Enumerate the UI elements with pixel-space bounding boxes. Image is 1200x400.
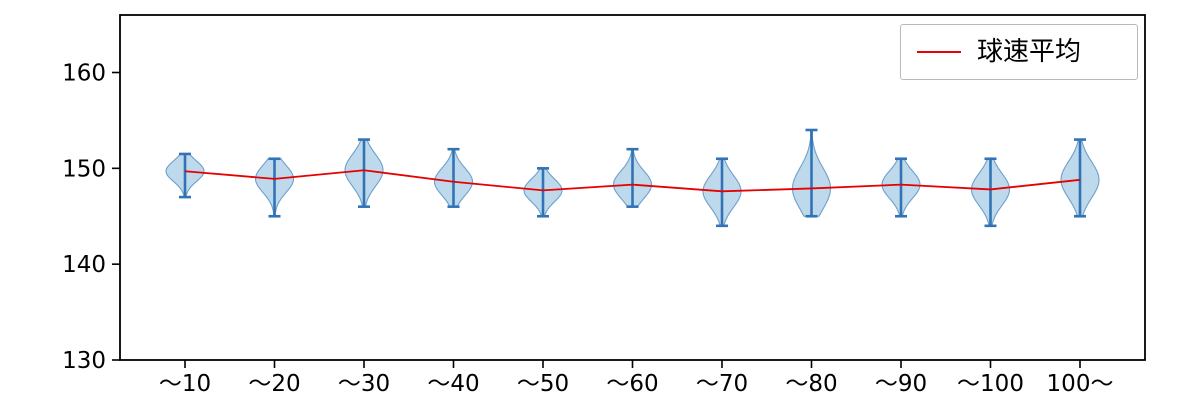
x-tick-label: 〜10 [159, 371, 211, 397]
legend-mean-line-sample [917, 51, 961, 53]
x-tick-label: 〜20 [248, 371, 300, 397]
x-tick-label: 〜100 [957, 371, 1024, 397]
y-tick-label: 160 [62, 61, 106, 87]
y-tick-label: 140 [62, 252, 106, 278]
x-tick-label: 100〜 [1047, 371, 1114, 397]
y-tick-label: 130 [62, 348, 106, 374]
x-tick-label: 〜60 [606, 371, 658, 397]
x-tick-label: 〜70 [696, 371, 748, 397]
legend: 球速平均 [900, 24, 1138, 80]
x-tick-label: 〜50 [517, 371, 569, 397]
x-tick-label: 〜80 [785, 371, 837, 397]
y-tick-label: 150 [62, 156, 106, 182]
legend-label: 球速平均 [977, 37, 1082, 67]
x-tick-label: 〜40 [427, 371, 479, 397]
mean-speed-line [184, 169, 1081, 193]
x-tick-label: 〜90 [875, 371, 927, 397]
x-tick-label: 〜30 [338, 371, 390, 397]
